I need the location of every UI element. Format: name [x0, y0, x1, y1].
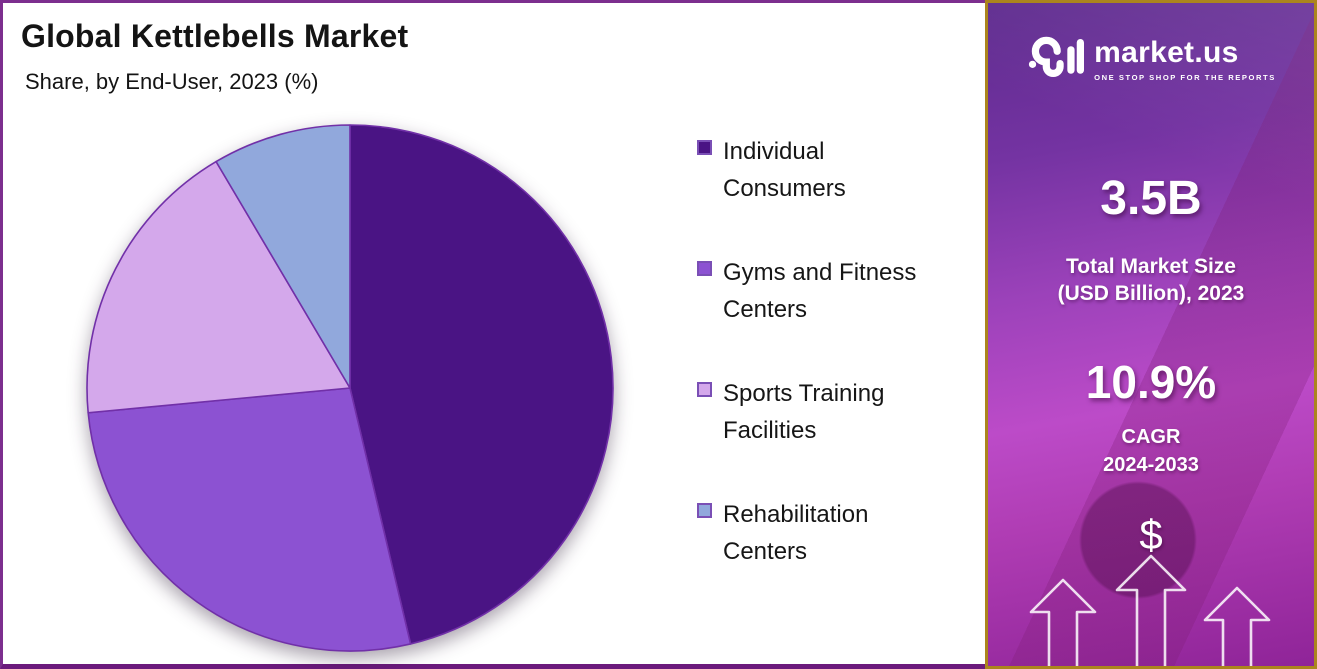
pie-slice	[86, 160, 351, 414]
brand-text-block: market.us ONE STOP SHOP FOR THE REPORTS	[1094, 36, 1276, 83]
brand-sidebar: market.us ONE STOP SHOP FOR THE REPORTS …	[985, 0, 1317, 669]
pie-slice	[349, 124, 614, 645]
brand-name: market.us	[1094, 36, 1239, 69]
dollar-icon: $	[1139, 511, 1163, 558]
chart-legend: Individual Consumers Gyms and Fitness Ce…	[697, 133, 941, 570]
legend-swatch	[697, 503, 712, 518]
market-size-label-line2: (USD Billion), 2023	[1057, 282, 1245, 305]
brand-logo: market.us ONE STOP SHOP FOR THE REPORTS	[988, 33, 1314, 87]
legend-label: Individual Consumers	[723, 138, 846, 202]
market-size-value: 3.5B	[1100, 172, 1202, 225]
legend-label: Sports Training Facilities	[723, 380, 885, 444]
legend-item: Rehabilitation Centers	[697, 496, 941, 570]
chart-panel: Global Kettlebells Market Share, by End-…	[0, 0, 985, 669]
legend-label: Gyms and Fitness Centers	[723, 259, 917, 323]
legend-swatch	[697, 140, 712, 155]
pie-chart	[86, 124, 614, 652]
legend-swatch	[697, 382, 712, 397]
cagr-value: 10.9%	[1085, 356, 1217, 408]
growth-arrows-icon	[1029, 554, 1271, 666]
legend-item: Sports Training Facilities	[697, 375, 941, 449]
legend-item: Gyms and Fitness Centers	[697, 254, 941, 328]
chart-subtitle: Share, by End-User, 2023 (%)	[25, 69, 319, 94]
pie-slice	[215, 124, 351, 389]
legend-swatch	[697, 261, 712, 276]
brand-tagline: ONE STOP SHOP FOR THE REPORTS	[1094, 73, 1276, 82]
pie-chart-wrapper	[83, 121, 617, 655]
cagr-label-line2: 2024-2033	[1103, 454, 1199, 476]
page-title: Global Kettlebells Market	[21, 18, 409, 54]
legend-item: Individual Consumers	[697, 133, 941, 207]
market-size-label: Total Market Size (USD Billion), 2023	[988, 253, 1314, 307]
cagr-label-line1: CAGR	[1121, 426, 1181, 448]
marketus-logo-icon	[1029, 36, 1085, 77]
pie-slice	[87, 387, 412, 652]
market-size-label-line1: Total Market Size	[1066, 255, 1236, 278]
legend-label: Rehabilitation Centers	[723, 501, 869, 565]
cagr-label: CAGR 2024-2033	[988, 423, 1314, 479]
